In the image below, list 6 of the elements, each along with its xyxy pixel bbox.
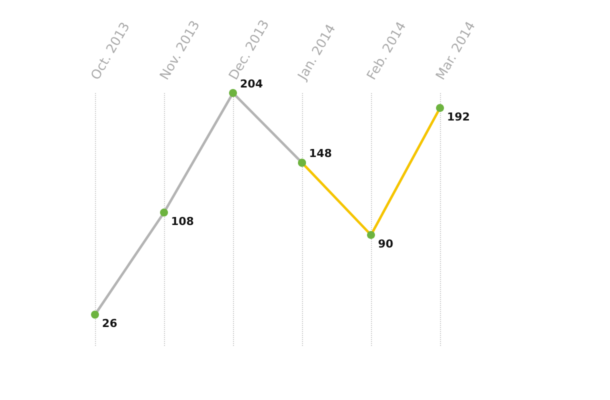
data-label: 26 [102,317,118,330]
data-label: 204 [240,78,264,90]
data-label: 108 [171,215,194,228]
data-label: 148 [309,147,332,160]
data-label: 90 [378,237,394,250]
data-label: 192 [447,110,470,124]
